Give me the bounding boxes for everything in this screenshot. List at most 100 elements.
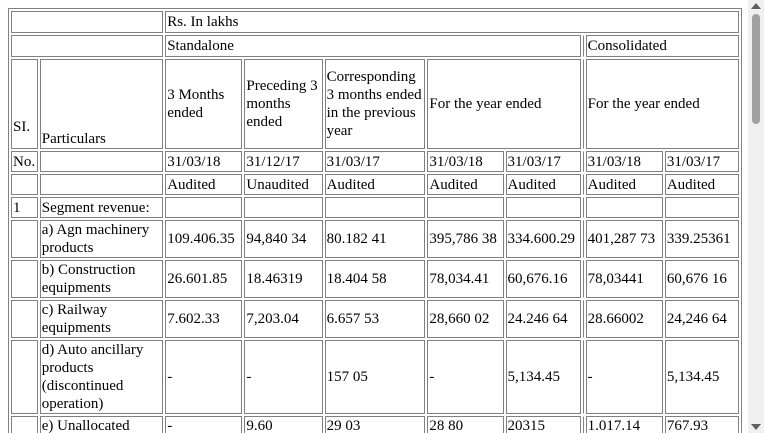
column-gap — [582, 220, 584, 258]
column-gap — [582, 300, 584, 338]
value-cell: 24.246 64 — [505, 300, 581, 338]
value-cell: 28.66002 — [585, 300, 663, 338]
empty-cell — [11, 35, 164, 57]
value-cell: 401,287 73 — [585, 220, 663, 258]
date-header: 31/03/17 — [664, 151, 739, 172]
value-cell: 29 03 — [324, 416, 426, 433]
scroll-up[interactable] — [751, 3, 761, 9]
empty-cell — [11, 11, 164, 33]
column-gap — [582, 174, 584, 195]
table-row: No. 31/03/18 31/12/17 31/03/17 31/03/18 31/03… — [11, 151, 739, 172]
value-cell: 18.404 58 — [324, 260, 426, 298]
scroll-down[interactable] — [751, 424, 761, 430]
sl-number — [11, 340, 38, 414]
table-row: Rs. In lakhs — [11, 11, 739, 33]
column-gap — [582, 197, 584, 218]
value-cell — [165, 197, 243, 218]
table-row: SI. Particulars 3 Months ended Preceding 3 … — [11, 59, 739, 149]
group-header: Standalone — [165, 35, 581, 57]
value-cell: 24,246 64 — [664, 300, 739, 338]
period-header: Preceding 3 months ended — [244, 59, 323, 149]
unit-label: Rs. In lakhs — [165, 11, 739, 33]
column-gap — [582, 340, 584, 414]
audit-header: Unaudited — [244, 174, 323, 195]
value-cell — [427, 197, 504, 218]
value-cell: 7,203.04 — [244, 300, 323, 338]
table-row: Audited Unaudited Audited Audited Audited Aud… — [11, 174, 739, 195]
sl-number — [11, 220, 38, 258]
value-cell: - — [165, 416, 243, 433]
value-cell: 94,840 34 — [244, 220, 323, 258]
value-cell: 6.657 53 — [324, 300, 426, 338]
value-cell: 5,134.45 — [664, 340, 739, 414]
value-cell — [324, 197, 426, 218]
table-row: 1 Segment revenue: — [11, 197, 739, 218]
value-cell: 28 80 — [427, 416, 504, 433]
value-cell: 5,134.45 — [505, 340, 581, 414]
value-cell: 78,03441 — [585, 260, 663, 298]
sl-number — [11, 260, 38, 298]
date-header: 31/12/17 — [244, 151, 323, 172]
date-header: 31/03/18 — [165, 151, 243, 172]
value-cell: 20315 — [505, 416, 581, 433]
column-gap — [582, 35, 584, 57]
value-cell — [585, 197, 663, 218]
column-gap — [582, 260, 584, 298]
audit-header: Audited — [324, 174, 426, 195]
value-cell: 60,676 16 — [664, 260, 739, 298]
value-cell: 28,660 02 — [427, 300, 504, 338]
period-header: Corresponding 3 months ended in the prev… — [324, 59, 426, 149]
sl-number: 1 — [11, 197, 38, 218]
value-cell: 9.60 — [244, 416, 323, 433]
no-label: No. — [11, 151, 38, 172]
table-wrap: Rs. In lakhs Standalone Consolidated SI. Par… — [8, 8, 742, 433]
particulars-label: Particulars — [39, 59, 164, 149]
value-cell: 157 05 — [324, 340, 426, 414]
value-cell: 334.600.29 — [505, 220, 581, 258]
group-header: Consolidated — [585, 35, 739, 57]
value-cell: - — [585, 340, 663, 414]
period-header: 3 Months ended — [165, 59, 243, 149]
table-row: e) Unallocated -9.60 29 03 28 80 20315 1.017.… — [11, 416, 739, 433]
date-header: 31/03/18 — [585, 151, 663, 172]
value-cell: - — [165, 340, 243, 414]
column-gap — [582, 151, 584, 172]
value-cell — [505, 197, 581, 218]
value-cell: 395,786 38 — [427, 220, 504, 258]
value-cell: 18.46319 — [244, 260, 323, 298]
sl-number — [11, 300, 38, 338]
date-header: 31/03/18 — [427, 151, 504, 172]
value-cell: 339.25361 — [664, 220, 739, 258]
value-cell: 7.602.33 — [165, 300, 243, 338]
value-cell: - — [244, 340, 323, 414]
particulars: Segment revenue: — [39, 197, 164, 218]
period-header: For the year ended — [585, 59, 739, 149]
table-row: a) Agn machinery products 109.406.35 94,84… — [11, 220, 739, 258]
results-table: Rs. In lakhs Standalone Consolidated SI. Par… — [8, 8, 742, 433]
scrollbar[interactable] — [748, 0, 764, 433]
value-cell: 767.93 — [664, 416, 739, 433]
particulars: c) Railway equipments — [39, 300, 164, 338]
value-cell: 80.182 41 — [324, 220, 426, 258]
value-cell: 109.406.35 — [165, 220, 243, 258]
sl-label: SI. — [11, 59, 38, 149]
value-cell: 1.017.14 — [585, 416, 663, 433]
value-cell: - — [427, 340, 504, 414]
audit-header: Audited — [585, 174, 663, 195]
column-gap — [582, 59, 584, 149]
column-gap — [582, 416, 584, 433]
table-row: Standalone Consolidated — [11, 35, 739, 57]
table-row: b) Construction equipments 26.601.85 18.46… — [11, 260, 739, 298]
audit-header: Audited — [427, 174, 504, 195]
particulars: d) Auto ancillary products (discontinued… — [39, 340, 164, 414]
value-cell: 78,034.41 — [427, 260, 504, 298]
table-row: c) Railway equipments 7.602.33 7,203.04 6.6… — [11, 300, 739, 338]
value-cell — [244, 197, 323, 218]
empty-cell — [39, 174, 164, 195]
date-header: 31/03/17 — [505, 151, 581, 172]
scroll-thumb[interactable] — [752, 14, 760, 124]
value-cell: 26.601.85 — [165, 260, 243, 298]
particulars: b) Construction equipments — [39, 260, 164, 298]
empty-cell — [39, 151, 164, 172]
particulars: e) Unallocated — [39, 416, 164, 433]
